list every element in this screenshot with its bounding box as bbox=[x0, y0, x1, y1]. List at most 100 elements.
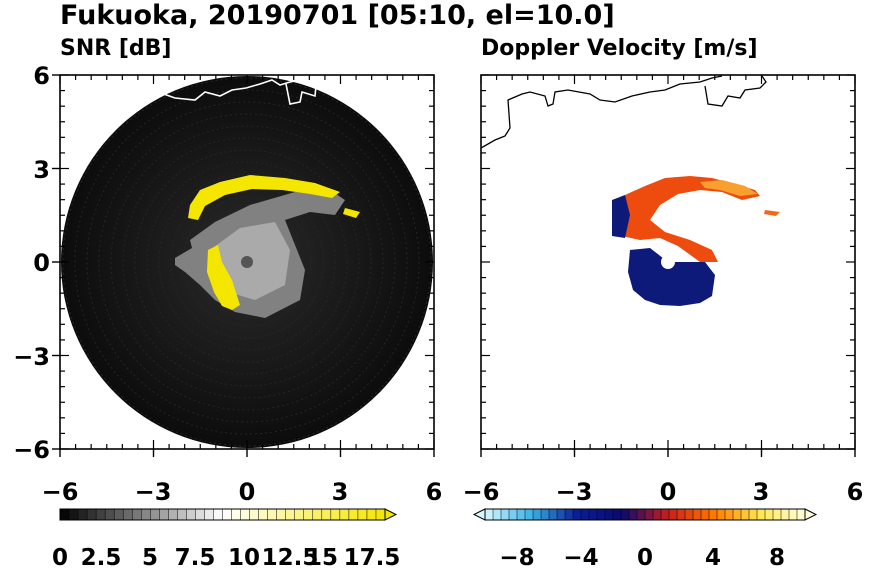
figure-title: Fukuoka, 20190701 [05:10, el=10.0] bbox=[60, 0, 615, 31]
snr-ytick-label: 0 bbox=[33, 249, 50, 277]
colorbar-segment bbox=[249, 508, 260, 521]
colorbar-segment bbox=[588, 508, 598, 521]
velocity-panel-title: Doppler Velocity [m/s] bbox=[481, 36, 758, 61]
snr-radar-site bbox=[241, 256, 253, 268]
snr-ytick-label: −3 bbox=[13, 343, 50, 371]
colorbar-segment bbox=[772, 508, 782, 521]
snr-coastline bbox=[157, 75, 309, 101]
colorbar-segment bbox=[375, 508, 386, 521]
snr-noise-ring bbox=[146, 161, 348, 363]
snr-colorbar-label: 0 bbox=[52, 545, 68, 570]
snr-colorbar: 0 2.5 5 7.5 10 12.5 15 17.5 bbox=[52, 508, 400, 571]
colorbar-segment bbox=[330, 508, 341, 521]
snr-colorbar-label: 10 bbox=[228, 545, 260, 570]
velocity-approaching-west bbox=[612, 195, 630, 238]
colorbar-segment bbox=[596, 508, 606, 521]
snr-high-band-north bbox=[188, 175, 340, 220]
snr-noise-ring bbox=[98, 113, 396, 411]
colorbar-segment bbox=[213, 508, 224, 521]
velocity-xtick-label: 6 bbox=[847, 478, 864, 506]
velocity-xtick-label: 0 bbox=[660, 478, 677, 506]
velocity-colorbar-label: 4 bbox=[705, 545, 721, 570]
velocity-coastline bbox=[481, 75, 723, 149]
colorbar-segment bbox=[150, 508, 160, 521]
colorbar-segment bbox=[177, 508, 188, 521]
snr-noise-ring bbox=[170, 185, 324, 339]
colorbar-segment bbox=[303, 508, 314, 521]
colorbar-segment bbox=[548, 508, 558, 521]
snr-noise-ring bbox=[122, 137, 372, 387]
colorbar-segment bbox=[240, 508, 251, 521]
snr-noise-ring bbox=[110, 125, 384, 399]
colorbar-segment bbox=[86, 508, 97, 521]
velocity-xtick-label: −3 bbox=[556, 478, 593, 506]
velocity-coastline-islands bbox=[704, 75, 767, 107]
velocity-radar-site bbox=[661, 255, 675, 269]
snr-xtick-label: −6 bbox=[42, 478, 79, 506]
snr-xtick-label: −3 bbox=[135, 478, 172, 506]
velocity-colorbar-extend-left bbox=[472, 508, 486, 521]
snr-colorbar-label: 15 bbox=[306, 545, 338, 570]
colorbar-segment bbox=[366, 508, 377, 521]
colorbar-segment bbox=[312, 508, 323, 521]
colorbar-segment bbox=[628, 508, 638, 521]
colorbar-segment bbox=[660, 508, 670, 521]
colorbar-segment bbox=[676, 508, 686, 521]
colorbar-segment bbox=[294, 508, 305, 521]
snr-ytick-label: −6 bbox=[13, 436, 50, 464]
snr-xtick-label: 6 bbox=[426, 478, 443, 506]
colorbar-segment bbox=[113, 508, 124, 521]
velocity-colorbar-extend-right bbox=[804, 508, 818, 521]
colorbar-segment bbox=[68, 508, 79, 521]
colorbar-segment bbox=[131, 508, 142, 521]
colorbar-segment bbox=[104, 508, 115, 521]
colorbar-segment bbox=[604, 508, 614, 521]
snr-colorbar-label: 12.5 bbox=[262, 545, 319, 570]
colorbar-segment bbox=[572, 508, 582, 521]
colorbar-segment bbox=[532, 508, 542, 521]
velocity-colorbar-label: 8 bbox=[769, 545, 785, 570]
colorbar-segment bbox=[484, 508, 494, 521]
colorbar-segment bbox=[724, 508, 734, 521]
velocity-approaching-region bbox=[628, 248, 715, 306]
colorbar-segment bbox=[77, 508, 88, 521]
colorbar-segment bbox=[222, 508, 233, 521]
snr-colorbar-label: 2.5 bbox=[81, 545, 122, 570]
colorbar-segment bbox=[700, 508, 710, 521]
colorbar-segment bbox=[788, 508, 798, 521]
velocity-receding-strong bbox=[700, 180, 758, 196]
velocity-panel: Doppler Velocity [m/s] −6 −3 0 3 6 bbox=[463, 36, 864, 571]
colorbar-segment bbox=[692, 508, 702, 521]
colorbar-segment bbox=[708, 508, 718, 521]
colorbar-segment bbox=[267, 508, 278, 521]
snr-ytick-label: 3 bbox=[33, 156, 50, 184]
snr-panel: SNR [dB] 6 3 0 −3 −6 bbox=[13, 36, 443, 571]
snr-high-band-east bbox=[343, 208, 360, 218]
colorbar-segment bbox=[652, 508, 662, 521]
velocity-colorbar-label: −8 bbox=[499, 545, 534, 570]
colorbar-segment bbox=[524, 508, 534, 521]
colorbar-segment bbox=[59, 508, 70, 521]
colorbar-segment bbox=[348, 508, 359, 521]
velocity-colorbar: −8 −4 0 4 8 bbox=[472, 508, 818, 571]
colorbar-segment bbox=[564, 508, 574, 521]
colorbar-segment bbox=[636, 508, 646, 521]
snr-noise-ring bbox=[86, 101, 408, 423]
colorbar-segment bbox=[508, 508, 518, 521]
snr-xtick-label: 3 bbox=[332, 478, 349, 506]
snr-colorbar-extend-arrow bbox=[384, 508, 398, 521]
colorbar-segment bbox=[580, 508, 590, 521]
velocity-receding-fragment bbox=[764, 210, 780, 216]
colorbar-segment bbox=[339, 508, 350, 521]
colorbar-segment bbox=[492, 508, 502, 521]
colorbar-segment bbox=[796, 508, 806, 521]
snr-noise-ring bbox=[134, 149, 360, 375]
colorbar-segment bbox=[740, 508, 750, 521]
colorbar-segment bbox=[620, 508, 630, 521]
velocity-receding-region bbox=[612, 176, 760, 262]
velocity-xtick-label: 3 bbox=[753, 478, 770, 506]
velocity-data-layer bbox=[481, 75, 780, 306]
colorbar-segment bbox=[500, 508, 510, 521]
colorbar-segment bbox=[141, 508, 151, 521]
colorbar-segment bbox=[258, 508, 269, 521]
